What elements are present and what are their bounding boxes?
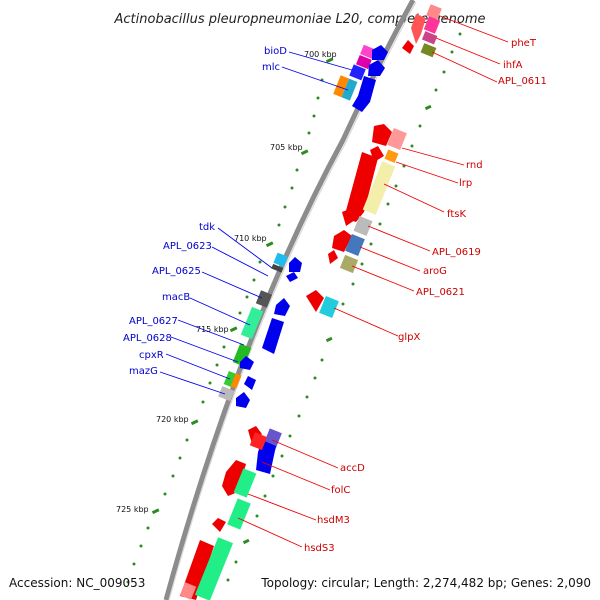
gene-label-tdk: tdk <box>199 222 215 233</box>
gene-arrow-mazG <box>236 392 250 408</box>
reverse-strand-features <box>179 4 442 600</box>
gene-label-mlc: mlc <box>262 62 280 73</box>
gene-tdk-cog <box>273 252 288 267</box>
gene-label-hsdS3: hsdS3 <box>304 543 335 554</box>
leader-lines-right <box>237 15 509 548</box>
gene-mlc <box>349 64 366 81</box>
gene-bioD <box>360 44 376 59</box>
gene-label-glpX: glpX <box>398 332 420 343</box>
tick-label-710: 710 kbp <box>234 234 267 243</box>
gene-label-APL_0623: APL_0623 <box>163 241 212 252</box>
tick-label-715: 715 kbp <box>196 325 229 334</box>
gene-arrow-APL_0628 <box>240 356 254 370</box>
gene-APL_0625 <box>255 290 273 308</box>
gene-APL_0619-cog <box>353 215 373 237</box>
leader-lines-left <box>159 51 353 395</box>
gene-arrow-APL_0621 <box>328 250 338 264</box>
gene-arrow-ihfA <box>402 40 414 54</box>
gene-arrow-bioD2 <box>368 60 385 76</box>
tick-label-720: 720 kbp <box>156 415 189 424</box>
gene-ftsK-cog <box>362 161 396 215</box>
gene-macB <box>240 306 264 340</box>
gene-mazG <box>218 386 235 402</box>
gene-arrow-mlc <box>352 76 376 112</box>
gene-label-APL_0627: APL_0627 <box>129 316 178 327</box>
gene-arrow-cpxR <box>244 376 256 390</box>
gene-APL_0611-cog <box>420 43 437 58</box>
gene-tdk-cog2 <box>271 263 284 273</box>
gene-aroG-cog <box>345 234 365 256</box>
gene-APL_0621-cog <box>339 254 359 274</box>
genome-summary-text: Topology: circular; Length: 2,274,482 bp… <box>260 576 591 590</box>
gene-arrow-APL_0625 <box>274 298 290 316</box>
inner-tick-marks <box>226 32 462 582</box>
gene-label-bioD: bioD <box>264 46 287 57</box>
gene-pheT-cog2 <box>423 16 441 34</box>
gene-arrow-ftsK <box>344 152 378 222</box>
gene-label-APL_0625: APL_0625 <box>152 266 201 277</box>
gene-label-rnd: rnd <box>466 160 483 171</box>
gene-label-accD: accD <box>340 463 365 474</box>
gene-arrow-tdk <box>289 257 302 272</box>
gene-hsdS3-cog2 <box>179 582 197 600</box>
gene-glpX-cog <box>319 296 339 318</box>
gene-rnd-cog <box>387 128 407 150</box>
gene-label-aroG: aroG <box>423 266 447 277</box>
gene-label-lrp: lrp <box>459 178 472 189</box>
tick-label-700: 700 kbp <box>304 50 337 59</box>
gene-arrow-macB <box>262 318 284 354</box>
tick-label-705: 705 kbp <box>270 143 303 152</box>
gene-label-hsdM3: hsdM3 <box>317 515 350 526</box>
gene-label-APL_0621: APL_0621 <box>416 287 465 298</box>
gene-lrp-cog <box>384 149 399 163</box>
gene-arrow-rnd <box>372 124 392 146</box>
gene-APL_0627 <box>232 343 252 367</box>
gene-hsdS3-cog <box>194 537 234 600</box>
tick-label-725: 725 kbp <box>116 505 149 514</box>
gene-label-ftsK: ftsK <box>447 209 466 220</box>
gene-arrow-folC <box>222 460 246 496</box>
gene-arrow-pheT <box>411 14 426 44</box>
gene-mlc-cog <box>333 75 350 98</box>
gene-mlc-cog2 <box>341 78 358 101</box>
gene-label-cpxR: cpxR <box>139 350 164 361</box>
gene-arrow-hsdM3 <box>212 518 226 532</box>
gene-cpxR-cog <box>230 373 242 389</box>
gene-label-mazG: mazG <box>129 366 158 377</box>
accession-text: Accession: NC_009053 <box>9 576 145 590</box>
gene-pheT-cog <box>426 4 442 20</box>
gene-label-folC: folC <box>331 485 350 496</box>
map-title: Actinobacillus pleuropneumoniae L20, com… <box>114 12 486 27</box>
gene-label-APL_0628: APL_0628 <box>123 333 172 344</box>
gene-folC-cog <box>233 468 257 498</box>
gene-label-pheT: pheT <box>511 38 537 49</box>
gene-arrow-APL_0619 <box>342 208 358 226</box>
gene-accD-r-cog <box>249 432 268 451</box>
gene-arrow-APL_0623 <box>286 272 298 282</box>
gene-ihfA-cog <box>421 31 438 45</box>
gene-arrow-bioD <box>372 45 388 60</box>
gene-label-APL_0611: APL_0611 <box>498 76 547 87</box>
gene-label-APL_0619: APL_0619 <box>432 247 481 258</box>
gene-label-ihfA: ihfA <box>503 60 523 71</box>
gene-bioD-cog <box>355 54 372 70</box>
forward-strand-features <box>218 44 388 474</box>
gene-arrow-glpX <box>306 290 324 312</box>
gene-hsdM3-cog <box>227 498 251 530</box>
gene-arrow-aroG <box>332 230 352 252</box>
gene-label-macB: macB <box>162 292 190 303</box>
